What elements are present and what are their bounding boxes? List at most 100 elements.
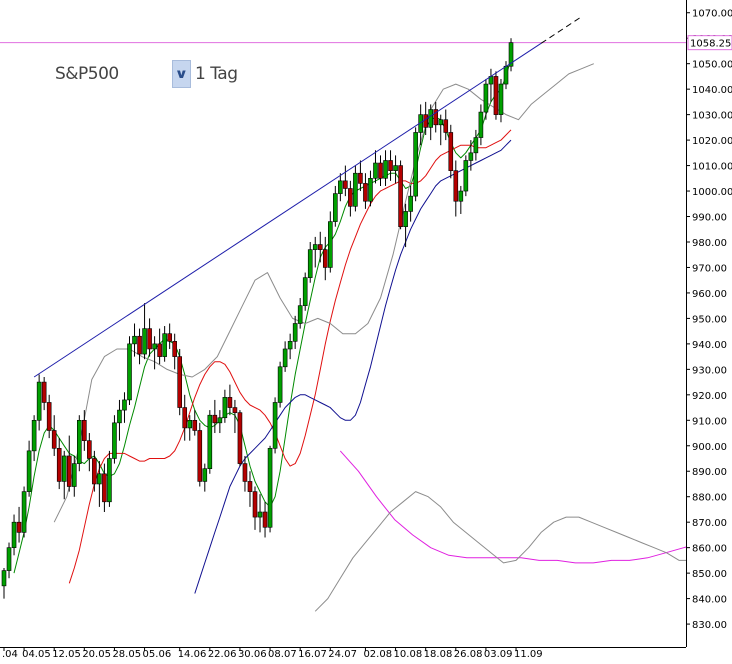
period-dropdown-button[interactable]: ∨	[172, 60, 191, 88]
candle-body	[46, 402, 52, 431]
candle-body	[82, 419, 87, 441]
candle-body	[192, 419, 198, 431]
candle-body	[423, 114, 428, 128]
moving-average-line	[194, 139, 512, 594]
candle-body	[66, 455, 72, 487]
price-tick-label: 850.00	[692, 569, 727, 580]
price-tick-label: 840.00	[692, 595, 727, 606]
moving-average-line	[13, 58, 512, 574]
last-price-label: 1058.25	[690, 39, 731, 50]
price-tick-label: 1050.00	[692, 60, 732, 71]
candle-body	[317, 244, 323, 250]
candle-body	[247, 481, 253, 492]
candle-body	[307, 249, 313, 278]
candle-body	[61, 455, 67, 482]
candle-body	[132, 335, 137, 345]
candle-body	[77, 419, 82, 464]
candle-body	[147, 328, 152, 350]
candle-body	[267, 448, 273, 528]
time-tick-label: 04.05	[22, 649, 51, 659]
price-tick-label: 1000.00	[692, 187, 732, 198]
candle-body	[227, 397, 233, 408]
plot-area	[0, 16, 686, 612]
time-tick-label: 28.05	[112, 649, 141, 659]
candle-body	[302, 277, 308, 306]
candle-body	[122, 399, 127, 411]
moving-average-line	[339, 450, 686, 564]
price-tick-label: 1030.00	[692, 111, 732, 122]
candle-body	[282, 348, 288, 368]
time-tick-label: 14.06	[178, 649, 207, 659]
candle-body	[368, 178, 373, 202]
candle-body	[297, 305, 303, 324]
moving-average-line	[68, 129, 512, 584]
candle-body	[327, 221, 333, 268]
candle-body	[92, 458, 97, 485]
time-tick-label: 30.06	[238, 649, 267, 659]
candle-body	[383, 160, 388, 179]
time-tick-label: 16.07	[298, 649, 327, 659]
last-price-box	[687, 35, 732, 51]
price-tick-label: 970.00	[692, 263, 727, 274]
candle-body	[237, 412, 243, 464]
candle-body	[97, 473, 102, 485]
time-tick-label: 18.08	[424, 649, 453, 659]
candle-body	[51, 430, 57, 449]
candle-body	[292, 323, 298, 342]
price-tick-label: 1020.00	[692, 136, 732, 147]
candle-body	[1, 570, 7, 587]
candle-body	[187, 419, 193, 429]
candle-body	[373, 162, 378, 179]
candle-body	[408, 195, 413, 212]
candle-body	[112, 422, 117, 459]
candle-body	[363, 183, 368, 202]
candle-body	[26, 450, 32, 492]
candle-body	[207, 414, 213, 469]
candle-body	[162, 333, 167, 357]
candle-body	[428, 109, 434, 128]
candle-body	[102, 473, 107, 503]
trendline-extension	[540, 16, 582, 44]
candle-body	[262, 511, 268, 528]
candle-body	[16, 521, 22, 533]
candle-body	[398, 165, 403, 228]
time-tick-label: 26.08	[454, 649, 483, 659]
candle-body	[117, 409, 122, 424]
candle-body	[11, 521, 17, 548]
time-tick-label: 08.07	[268, 649, 297, 659]
candle-body	[142, 328, 147, 355]
candle-body	[167, 333, 172, 342]
price-tick-label: 990.00	[692, 213, 727, 224]
price-tick-label: 950.00	[692, 314, 727, 325]
symbol-selector: S&P500 ∨ 1 Tag	[55, 60, 238, 88]
candle-body	[388, 160, 393, 171]
candle-body	[87, 440, 92, 459]
candle-body	[348, 188, 353, 207]
candle-body	[438, 119, 444, 126]
candle-body	[413, 132, 418, 197]
candle-body	[252, 491, 258, 518]
time-tick-label: 05.06	[143, 649, 172, 659]
candle-body	[403, 211, 408, 228]
candle-body	[107, 458, 112, 503]
candle-body	[458, 190, 464, 202]
candle-body	[353, 172, 358, 207]
candle-body	[463, 160, 469, 192]
candle-body	[127, 343, 132, 401]
candle-body	[197, 430, 203, 482]
candle-body	[312, 244, 318, 250]
price-tick-label: 1070.00	[692, 9, 732, 20]
candle-body	[358, 172, 363, 184]
time-tick-label: .04	[2, 649, 18, 659]
time-tick-label: 10.08	[394, 649, 423, 659]
candle-body	[468, 152, 474, 161]
candle-body	[338, 180, 343, 194]
price-tick-label: 890.00	[692, 467, 727, 478]
price-axis: 830.00 840.00 850.00 860.00 870.00 880.00 890.…	[686, 0, 732, 647]
candle-body	[41, 381, 47, 403]
time-tick-label: 24.07	[328, 649, 357, 659]
price-tick-label: 870.00	[692, 518, 727, 529]
candle-body	[177, 356, 182, 408]
